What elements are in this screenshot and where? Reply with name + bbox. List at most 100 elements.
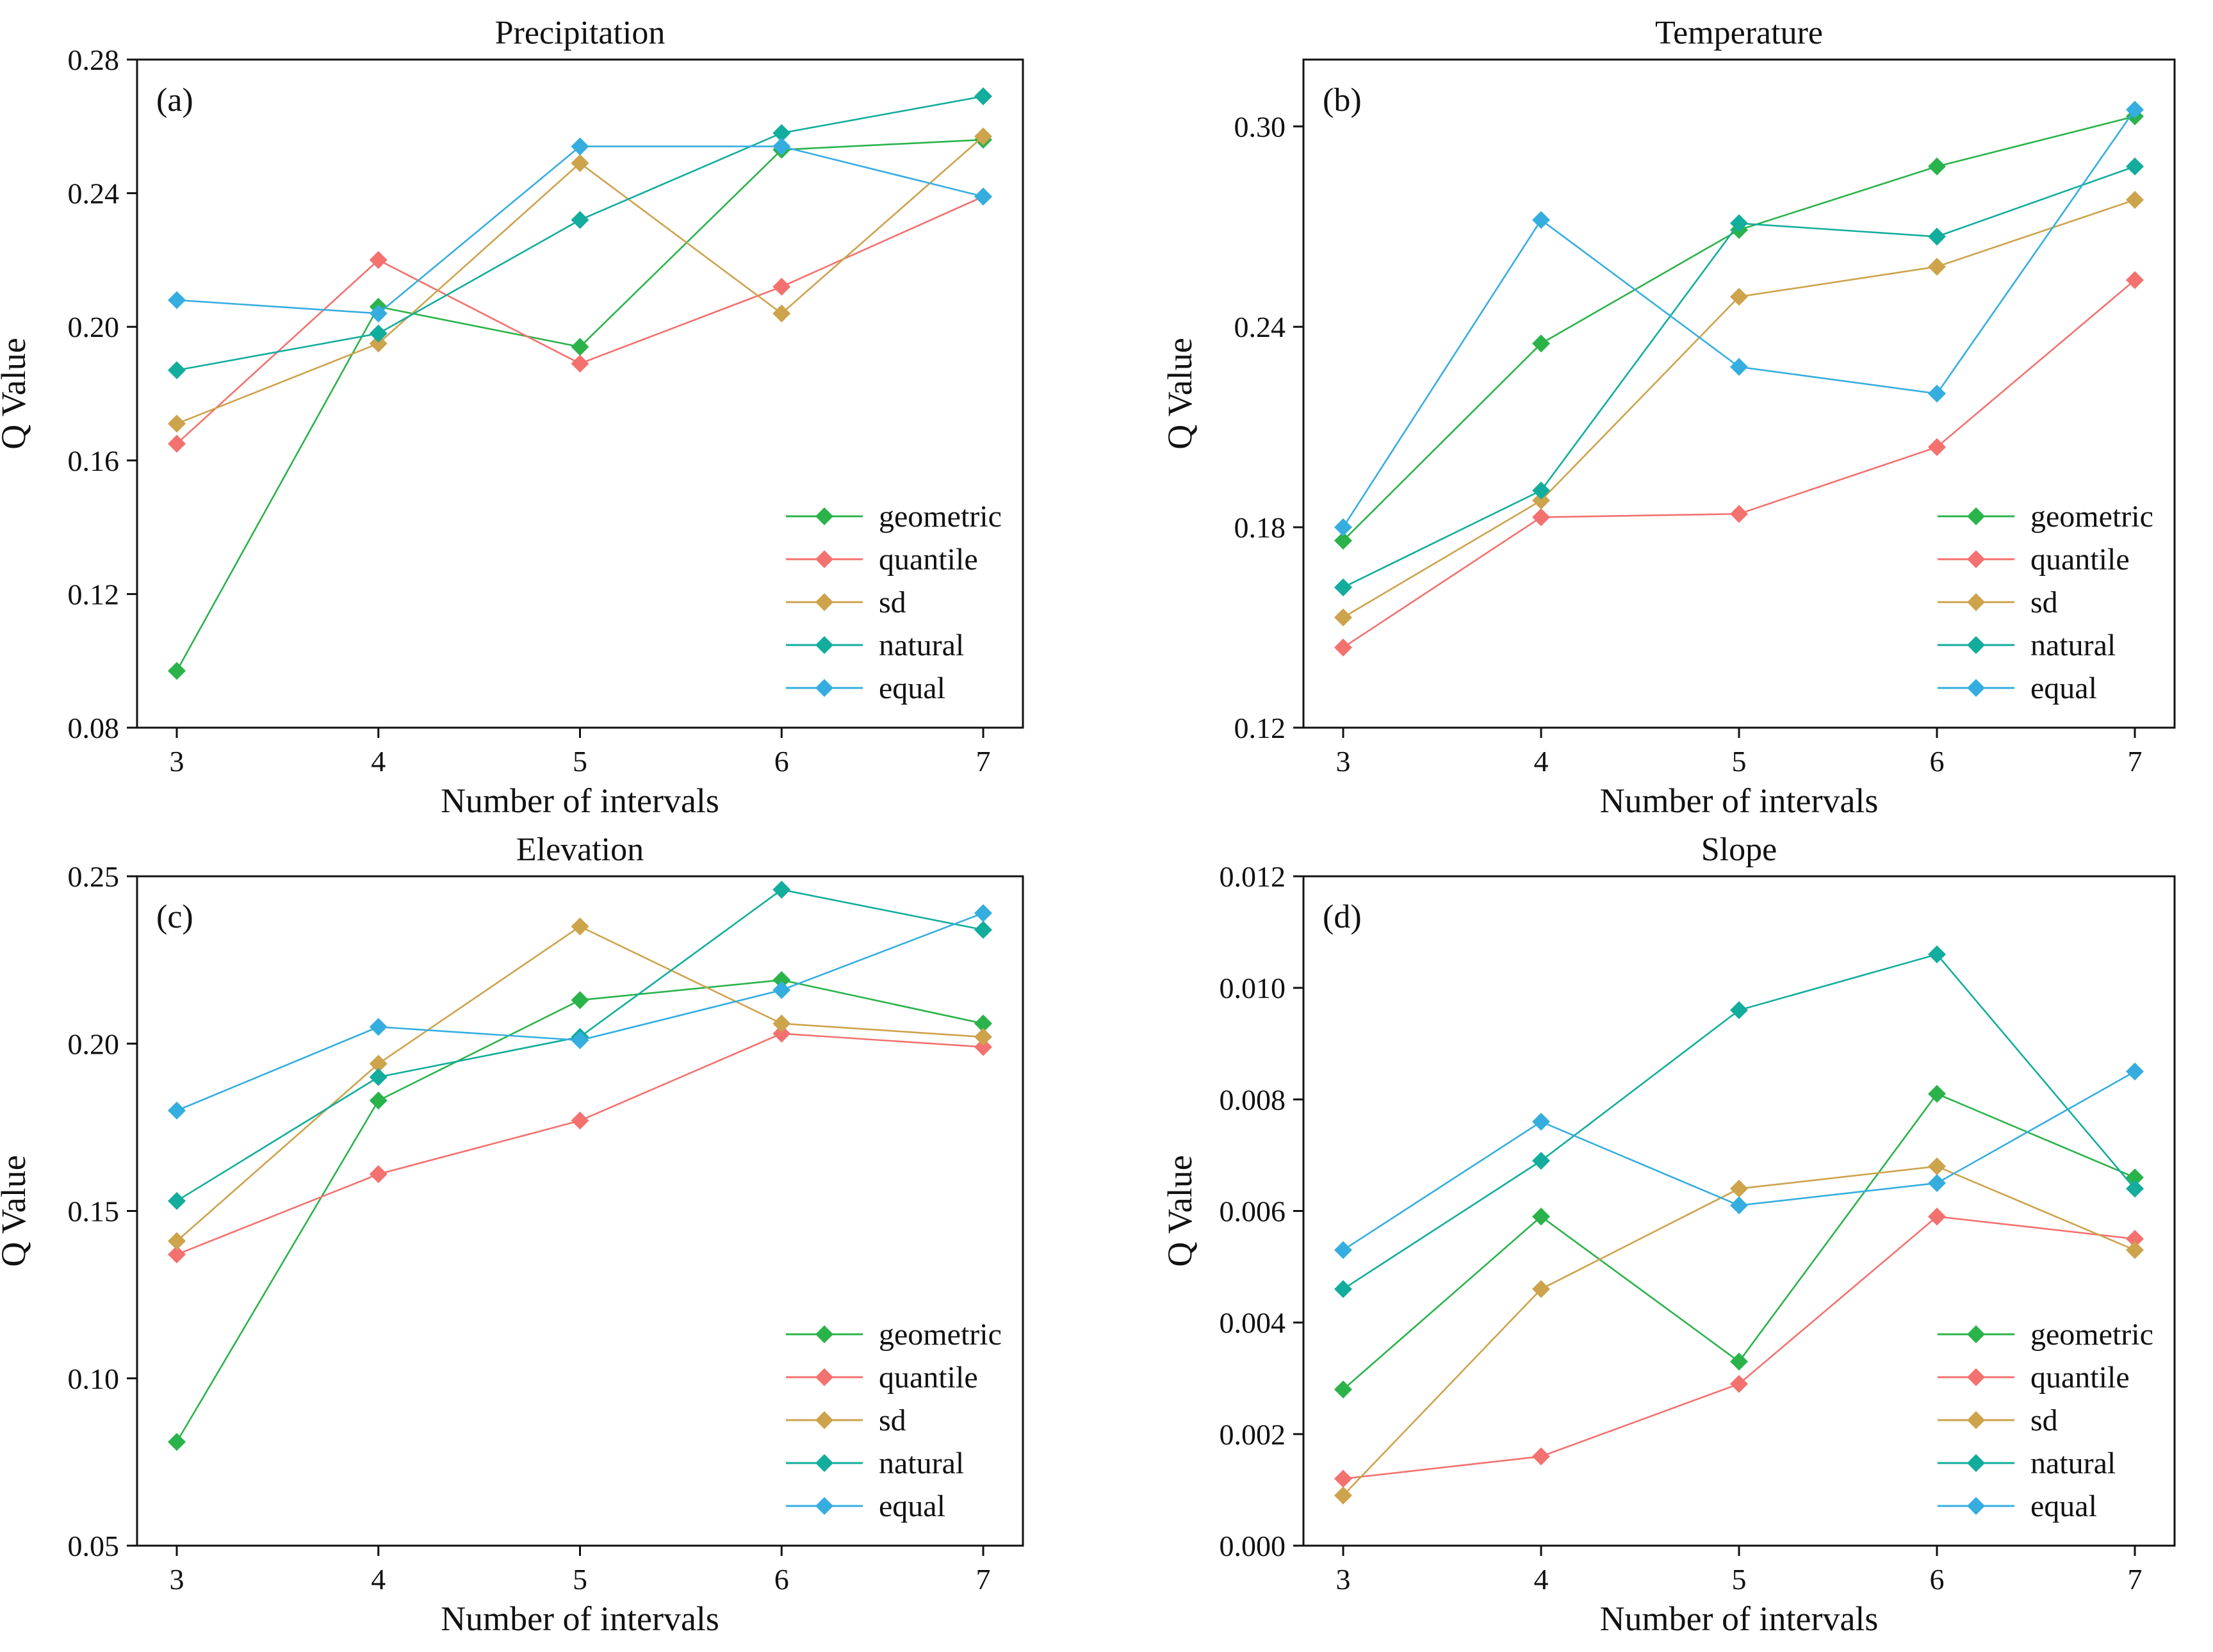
panel-b-point-natural: [1928, 227, 1946, 246]
panel-c-point-sd: [772, 1014, 791, 1033]
panel-d-point-geometric: [2126, 1168, 2144, 1187]
panel-b-title: Temperature: [1655, 15, 1823, 51]
panel-b-legend-marker-geometric: [1967, 507, 1985, 525]
panel-d-line-sd: [1343, 1165, 2135, 1496]
panel-a-line-natural: [176, 95, 984, 372]
panel-b-point-sd: [1928, 258, 1946, 276]
panel-c-point-natural: [168, 1191, 186, 1210]
panel-d-ytick-label: 0.004: [1220, 1307, 1286, 1339]
panel-c-point-quantile: [168, 1245, 186, 1264]
panel-c-point-quantile: [571, 1111, 589, 1130]
panel-a-ytick-label: 0.20: [68, 311, 120, 343]
panel-c-legend-marker-quantile: [815, 1368, 833, 1386]
panel-c-xtick-label: 5: [573, 1563, 587, 1596]
panel-a-point-quantile: [168, 434, 186, 453]
panel-c-point-equal: [772, 981, 791, 999]
panel-d-legend-label-equal: equal: [2030, 1489, 2097, 1523]
panel-a-ytick-label: 0.08: [68, 712, 120, 744]
panel-b-xtick-label: 6: [1930, 745, 1945, 778]
panel-d-point-sd: [2126, 1241, 2144, 1259]
panel-d: Slope (d) 3 4 5 6 7 0.000 0.002 0.004 0.006 0.008 0.…: [1161, 831, 2176, 1638]
panel-b-legend-label-quantile: quantile: [2030, 543, 2130, 577]
panel-b-xtick-label: 5: [1732, 745, 1747, 778]
panel-b-point-equal: [1532, 211, 1550, 229]
panel-d-ytick-label: 0.002: [1220, 1418, 1286, 1451]
panel-b-point-equal: [1928, 384, 1946, 403]
panel-d-point-quantile: [1928, 1207, 1946, 1226]
panel-b-point-quantile: [1928, 438, 1946, 456]
panel-a-point-quantile: [571, 354, 589, 373]
panel-a-xtick-label: 3: [170, 745, 184, 778]
panel-a-legend-label-quantile: quantile: [879, 543, 978, 577]
panel-c-xlabel: Number of intervals: [441, 1599, 719, 1638]
panel-a-legend-label-equal: equal: [879, 671, 945, 705]
panel-d-point-natural: [1730, 1001, 1748, 1019]
panel-c-title: Elevation: [516, 831, 644, 868]
panel-a-ytick-label: 0.28: [68, 44, 120, 76]
panel-c-ytick-label: 0.15: [68, 1195, 120, 1228]
panel-d-point-geometric: [1730, 1352, 1748, 1371]
panel-b-legend-label-sd: sd: [2030, 585, 2058, 619]
panel-a-legend-marker-natural: [815, 636, 833, 654]
panel-c-legend-marker-geometric: [815, 1325, 833, 1343]
panel-c-point-equal: [369, 1018, 388, 1036]
panel-a-point-quantile: [369, 250, 388, 269]
panel-b-point-sd: [2126, 191, 2144, 209]
panel-d-point-sd: [1730, 1179, 1748, 1198]
panel-c-point-quantile: [974, 1038, 992, 1056]
panel-d-point-quantile: [1532, 1447, 1550, 1466]
panel-d-point-equal: [1532, 1113, 1550, 1131]
panel-b-legend-marker-sd: [1967, 593, 1985, 611]
panel-a-point-natural: [772, 124, 791, 142]
panel-a-point-equal: [974, 187, 992, 206]
panel-b-point-geometric: [1532, 334, 1550, 353]
panel-b-ytick-label: 0.24: [1234, 311, 1286, 343]
panel-a-point-equal: [168, 291, 186, 309]
panel-c: Elevation (c) 3 4 5 6 7 0.05 0.10 0.15 0.20 0.25 Num…: [0, 831, 1024, 1638]
panel-c-line-sd: [176, 925, 984, 1242]
panel-d-xtick-label: 4: [1534, 1563, 1549, 1596]
panel-d-ytick-label: 0.010: [1220, 972, 1286, 1004]
panel-c-point-sd: [168, 1232, 186, 1250]
panel-d-point-geometric: [1928, 1084, 1946, 1103]
panel-c-line-quantile: [176, 1033, 984, 1255]
panel-d-legend-marker-natural: [1967, 1454, 1985, 1472]
panel-c-point-quantile: [772, 1024, 791, 1043]
panel-a-legend-label-natural: natural: [879, 628, 964, 662]
panel-a-legend-label-geometric: geometric: [879, 500, 1002, 534]
panel-b-xtick-label: 3: [1336, 745, 1351, 778]
panel-a-point-quantile: [772, 277, 791, 296]
panel-a-point-sd: [772, 304, 791, 323]
panel-a-xtick-label: 6: [774, 745, 789, 778]
panel-d-point-natural: [1532, 1152, 1550, 1170]
panel-a-point-sd: [168, 414, 186, 433]
panel-a-point-equal: [571, 137, 589, 156]
panel-d-ytick-label: 0.000: [1220, 1530, 1286, 1562]
panel-a-point-sd: [974, 127, 992, 145]
panel-b-point-natural: [1334, 578, 1352, 596]
panel-d-point-equal: [1334, 1241, 1352, 1259]
panel-d-point-quantile: [1730, 1375, 1748, 1393]
panel-c-ytick-label: 0.10: [68, 1362, 120, 1395]
panel-b-point-quantile: [1334, 638, 1352, 657]
panel-b-point-natural: [1730, 214, 1748, 233]
panel-b: Temperature (b) 3 4 5 6 7 0.12 0.18 0.24 0.30 Numbe…: [1161, 15, 2176, 820]
panel-a-ylabel: Q Value: [0, 338, 33, 449]
panel-b-line-sd: [1343, 199, 2135, 619]
panel-b-ytick-label: 0.12: [1234, 712, 1286, 744]
panel-a-point-equal: [369, 304, 388, 323]
panel-a-legend-marker-sd: [815, 593, 833, 611]
panel-c-legend-label-quantile: quantile: [879, 1361, 978, 1394]
panel-c-xtick-label: 6: [774, 1563, 789, 1596]
panel-d-title: Slope: [1701, 831, 1777, 868]
panel-a-point-geometric: [168, 662, 186, 680]
panel-c-point-sd: [571, 917, 589, 936]
panel-c-xtick-label: 7: [976, 1563, 991, 1596]
panel-a-point-natural: [168, 361, 186, 379]
panel-a-point-equal: [772, 137, 791, 156]
panel-a-legend-marker-geometric: [815, 507, 833, 525]
panel-b-point-natural: [2126, 157, 2144, 176]
panel-c-legend-label-equal: equal: [879, 1489, 945, 1523]
panel-c-ytick-label: 0.25: [68, 860, 120, 893]
panel-d-xtick-label: 5: [1732, 1563, 1747, 1596]
